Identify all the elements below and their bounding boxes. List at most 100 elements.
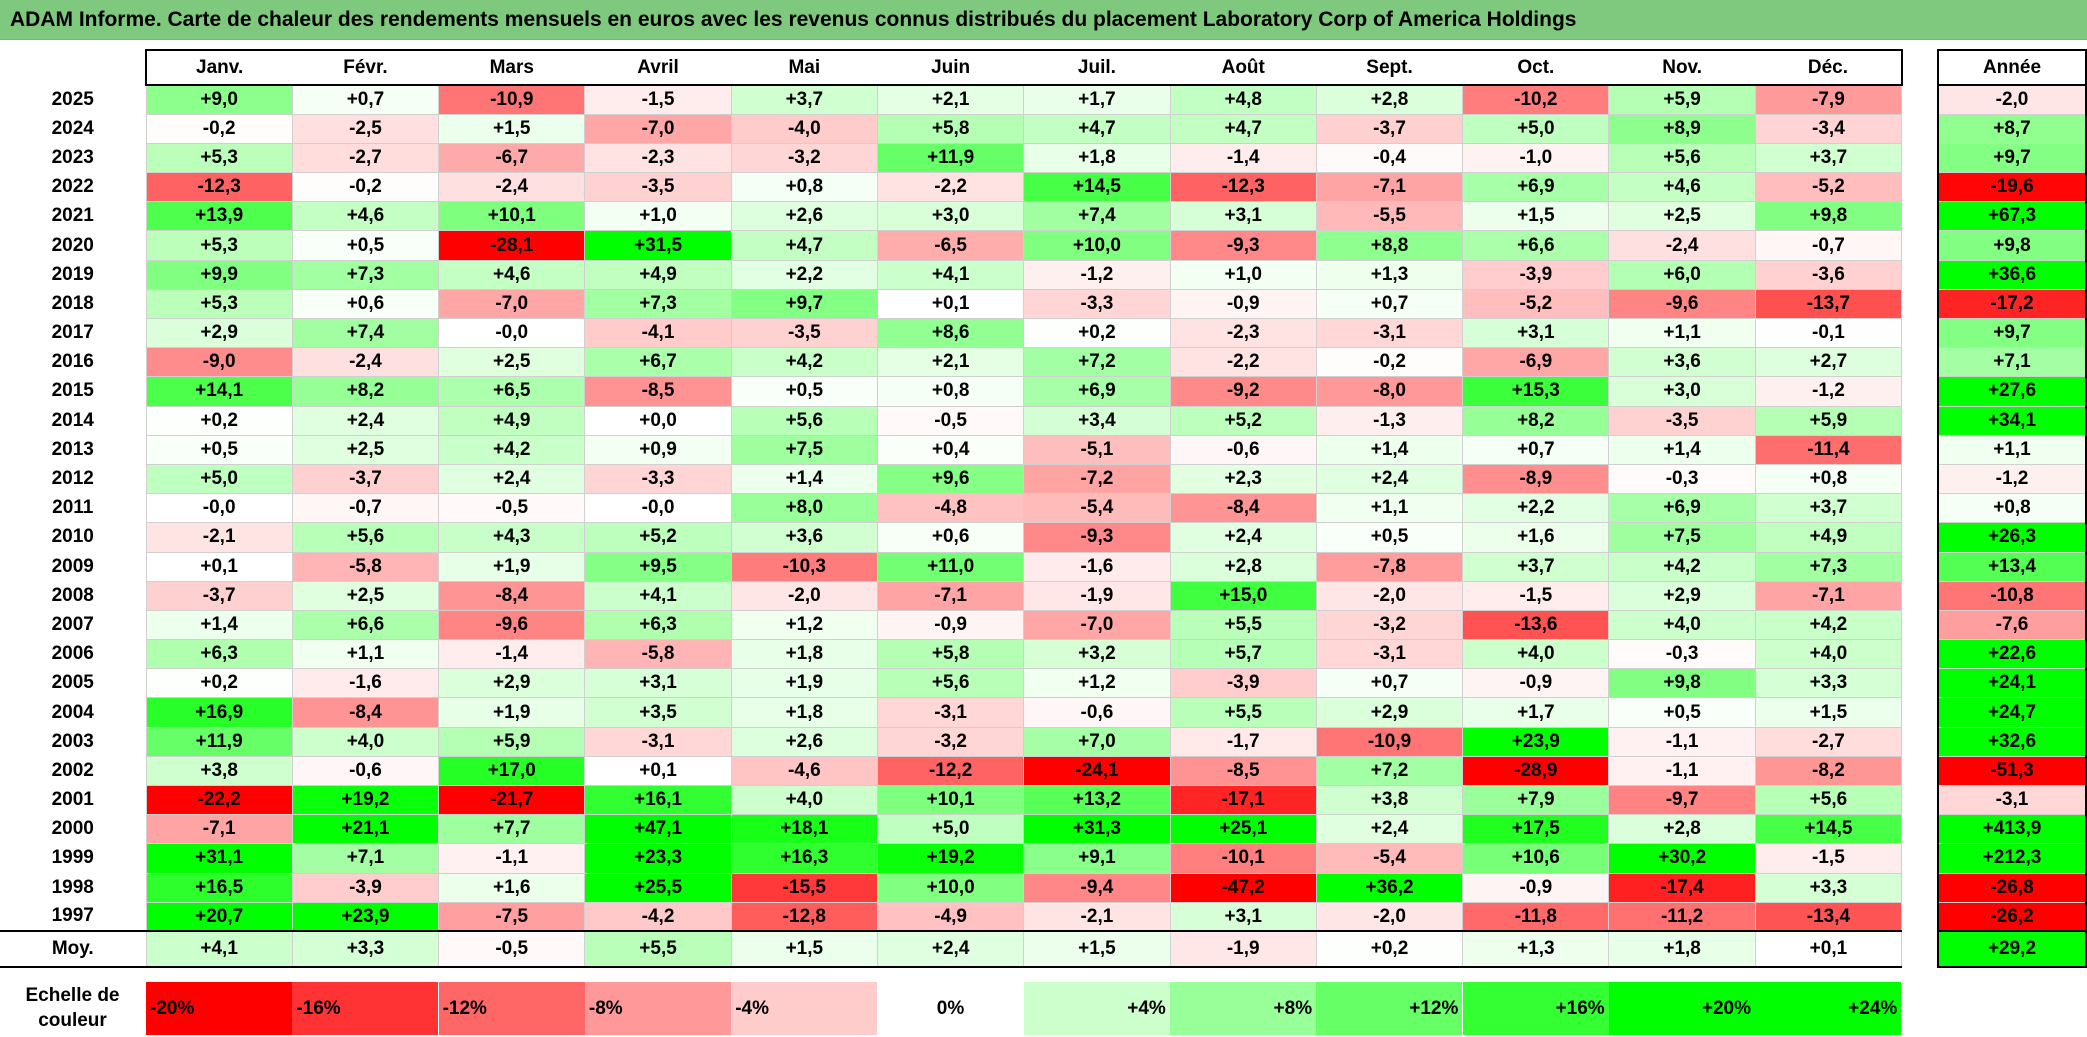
annual-cell: +9,8 <box>1937 230 2087 261</box>
heatmap-cell: -2,7 <box>291 142 440 174</box>
heatmap-cell: -1,6 <box>1023 551 1171 582</box>
heatmap-cell: -3,3 <box>584 463 732 495</box>
color-scale-swatch: -20% <box>146 982 292 1035</box>
heatmap-row: 2017 +2,9 +7,4 -0,0 -4,1 -3,5 +8,6 +0,2 -2,3 -3,1… <box>0 317 1903 349</box>
year-label: 2000 <box>0 814 146 844</box>
heatmap-cell: +2,4 <box>1169 522 1317 553</box>
month-header: Nov. <box>1608 49 1756 86</box>
heatmap-cell: +18,1 <box>730 814 878 845</box>
heatmap-cell: +30,2 <box>1608 843 1756 874</box>
year-label: 2005 <box>0 668 146 698</box>
heatmap-cell: +8,2 <box>291 376 440 407</box>
heatmap-cell: +4,0 <box>1754 639 1903 670</box>
heatmap-cell: +31,5 <box>584 230 732 261</box>
heatmap-cell: -8,5 <box>1169 755 1317 787</box>
heatmap-cell: +4,7 <box>1169 113 1317 144</box>
heatmap-cell: -0,9 <box>1462 872 1610 903</box>
heatmap-cell: -22,2 <box>145 784 293 816</box>
heatmap-cell: +0,8 <box>1754 463 1903 495</box>
color-scale-swatch: -8% <box>584 982 731 1035</box>
heatmap-cell: -9,2 <box>1169 376 1317 407</box>
heatmap-row: 2007 +1,4 +6,6 -9,6 +6,3 +1,2 -0,9 -7,0 +5,5 -3,2… <box>0 609 1903 641</box>
heatmap-cell: -2,4 <box>291 347 440 378</box>
heatmap-cell: +15,3 <box>1462 376 1610 407</box>
heatmap-cell: +2,1 <box>876 347 1025 378</box>
heatmap-cell: +2,3 <box>1169 463 1317 495</box>
heatmap-cell: +16,3 <box>730 843 878 874</box>
heatmap-cell: +5,6 <box>730 405 878 436</box>
heatmap-cell: -9,3 <box>1023 522 1171 553</box>
color-scale-swatch: +4% <box>1023 982 1170 1035</box>
heatmap-cell: +13,9 <box>145 201 293 232</box>
heatmap-cell: +11,9 <box>145 726 293 757</box>
heatmap-cell: +7,3 <box>291 259 440 290</box>
heatmap-cell: +1,1 <box>1315 493 1464 524</box>
heatmap-cell: +9,1 <box>1023 843 1171 874</box>
heatmap-cell: +2,4 <box>291 405 440 436</box>
year-label: 2010 <box>0 522 146 552</box>
heatmap-cell: +5,6 <box>876 668 1025 699</box>
heatmap-cell: -1,4 <box>438 639 586 670</box>
heatmap-cell: +0,0 <box>584 405 732 436</box>
heatmap-cell: -2,5 <box>291 113 440 144</box>
heatmap-cell: -3,7 <box>291 463 440 495</box>
heatmap-cell: +10,6 <box>1462 843 1610 874</box>
heatmap-cell: +9,8 <box>1608 668 1756 699</box>
heatmap-cell: -1,5 <box>584 84 732 115</box>
annual-column: Année -2,0 +8,7 +9,7 -19,6 +67,3 +9,8 +36,6 -17… <box>1937 49 2087 969</box>
heatmap-cell: -1,0 <box>1462 142 1610 174</box>
heatmap-cell: -17,4 <box>1608 872 1756 903</box>
color-scale-swatch: -16% <box>292 982 439 1035</box>
heatmap-cell: +5,0 <box>145 463 293 495</box>
heatmap-cell: +10,1 <box>438 201 586 232</box>
heatmap-cell: -8,4 <box>438 580 586 611</box>
heatmap-cell: -0,0 <box>438 317 586 349</box>
heatmap-cell: +5,3 <box>145 288 293 320</box>
heatmap-cell: +14,5 <box>1023 172 1171 203</box>
year-label: 2014 <box>0 406 146 436</box>
heatmap-cell: +10,0 <box>1023 230 1171 261</box>
heatmap-cell: -0,9 <box>1169 288 1317 320</box>
heatmap-cell: +20,7 <box>145 901 293 932</box>
heatmap-cell: -3,1 <box>876 697 1025 728</box>
heatmap-cell: -0,7 <box>1754 230 1903 261</box>
heatmap-cell: +5,9 <box>1754 405 1903 436</box>
heatmap-cell: -2,0 <box>730 580 878 611</box>
heatmap-cell: -7,1 <box>876 580 1025 611</box>
heatmap-cell: -2,3 <box>584 142 732 174</box>
heatmap-cell: -5,2 <box>1462 288 1610 320</box>
annual-cell: +0,8 <box>1937 493 2087 524</box>
year-label: 2019 <box>0 260 146 290</box>
heatmap-cell: +3,7 <box>1462 551 1610 582</box>
heatmap-cell: +9,0 <box>145 84 293 115</box>
heatmap-cell: +0,2 <box>1023 317 1171 349</box>
heatmap-cell: +3,4 <box>1023 405 1171 436</box>
heatmap-cell: -1,1 <box>1608 755 1756 787</box>
heatmap-cell: +1,8 <box>730 697 878 728</box>
heatmap-cell: +6,6 <box>291 609 440 641</box>
heatmap-cell: -7,9 <box>1754 84 1903 115</box>
heatmap-cell: -11,2 <box>1608 901 1756 932</box>
heatmap-cell: +17,0 <box>438 755 586 787</box>
annual-cell: -26,2 <box>1937 901 2087 932</box>
heatmap-cell: +5,6 <box>291 522 440 553</box>
heatmap-cell: +0,5 <box>1315 522 1464 553</box>
heatmap-row: 1997 +20,7 +23,9 -7,5 -4,2 -12,8 -4,9 -2,1 +3,1-… <box>0 901 1903 932</box>
month-header: Janv. <box>144 49 293 86</box>
header-corner <box>0 50 146 85</box>
heatmap-row: 2011 -0,0 -0,7 -0,5 -0,0 +8,0 -4,8 -5,4 -8,4 +1,1… <box>0 493 1903 524</box>
heatmap-cell: +4,2 <box>730 347 878 378</box>
heatmap-cell: -0,2 <box>291 172 440 203</box>
heatmap-cell: -0,6 <box>1023 697 1171 728</box>
heatmap-row: 2018 +5,3 +0,6 -7,0 +7,3 +9,7 +0,1 -3,3 -0,9 +0,7… <box>0 288 1903 320</box>
heatmap-cell: -2,3 <box>1169 317 1317 349</box>
month-header: Juil. <box>1023 49 1171 86</box>
heatmap-cell: +6,3 <box>145 639 293 670</box>
heatmap-cell: +1,6 <box>438 872 586 903</box>
heatmap-cell: +1,9 <box>438 551 586 582</box>
heatmap-cell: -3,7 <box>145 580 293 611</box>
heatmap-cell: +3,1 <box>584 668 732 699</box>
heatmap-cell: +25,5 <box>584 872 732 903</box>
heatmap-cell: +7,9 <box>1462 784 1610 816</box>
heatmap-cell: -2,0 <box>1315 901 1464 932</box>
